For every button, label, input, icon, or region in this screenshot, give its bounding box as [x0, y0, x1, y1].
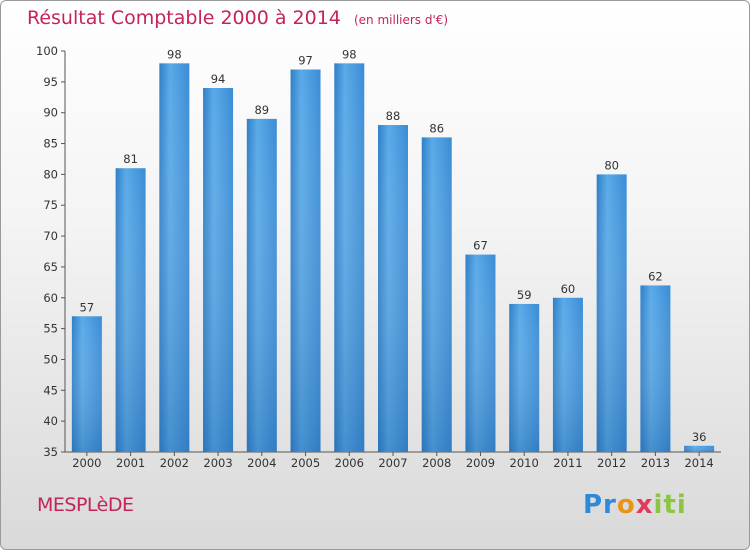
unit-text: (en milliers d'€): [353, 13, 449, 27]
commune-name: MESPLèDE: [37, 494, 134, 516]
value-label-2000: 57: [80, 300, 95, 314]
value-label-2012: 80: [604, 158, 619, 172]
bar-shade-2008: [421, 137, 452, 452]
x-tick-label: 2014: [684, 456, 713, 470]
bar-shade-2005: [290, 69, 321, 452]
y-tick-label: 95: [43, 75, 58, 89]
value-label-2008: 86: [429, 121, 444, 135]
x-tick-label: 2003: [203, 456, 232, 470]
y-tick-label: 40: [43, 414, 58, 428]
value-label-2010: 59: [517, 288, 532, 302]
x-tick-label: 2006: [335, 456, 364, 470]
value-label-2011: 60: [561, 282, 576, 296]
x-tick-label: 2011: [553, 456, 582, 470]
chart-title: Résultat Comptable 2000 à 2014 (en milli…: [27, 7, 448, 29]
bar-shade-2002: [159, 63, 190, 452]
y-tick-label: 55: [43, 322, 58, 336]
bar-shade-2001: [115, 168, 146, 452]
y-tick-label: 35: [43, 445, 58, 459]
bar-shade-2006: [334, 63, 365, 452]
x-tick-label: 2002: [160, 456, 189, 470]
bar-shade-2014: [684, 445, 715, 452]
bar-shade-2012: [596, 174, 627, 452]
y-tick-label: 70: [43, 229, 58, 243]
y-tick-label: 45: [43, 383, 58, 397]
bar-shade-2000: [71, 316, 102, 452]
x-tick-label: 2012: [597, 456, 626, 470]
y-tick-label: 85: [43, 137, 58, 151]
value-label-2007: 88: [386, 109, 401, 123]
x-tick-label: 2005: [291, 456, 320, 470]
x-tick-label: 2008: [422, 456, 451, 470]
value-label-2001: 81: [123, 152, 138, 166]
proxiti-logo: Proxiti: [583, 490, 687, 520]
y-tick-label: 50: [43, 352, 58, 366]
y-tick-label: 100: [36, 44, 58, 58]
bar-shade-2011: [552, 297, 583, 452]
bar-shade-2003: [203, 88, 234, 452]
y-tick-label: 90: [43, 106, 58, 120]
x-tick-label: 2013: [641, 456, 670, 470]
value-label-2005: 97: [298, 54, 313, 68]
x-tick-label: 2007: [378, 456, 407, 470]
bar-shade-2009: [465, 254, 496, 452]
title-text: Résultat Comptable 2000 à 2014: [27, 7, 341, 29]
x-tick-label: 2009: [466, 456, 495, 470]
value-label-2002: 98: [167, 47, 182, 61]
y-tick-label: 65: [43, 260, 58, 274]
value-label-2009: 67: [473, 239, 488, 253]
x-tick-label: 2000: [72, 456, 101, 470]
y-tick-label: 60: [43, 291, 58, 305]
bar-shade-2013: [640, 285, 671, 452]
value-label-2013: 62: [648, 269, 663, 283]
value-label-2004: 89: [254, 103, 269, 117]
x-tick-label: 2001: [116, 456, 145, 470]
value-label-2006: 98: [342, 47, 357, 61]
bar-shade-2004: [246, 118, 277, 452]
y-tick-label: 75: [43, 198, 58, 212]
x-tick-label: 2004: [247, 456, 276, 470]
bar-shade-2010: [509, 303, 540, 452]
value-label-2003: 94: [211, 72, 226, 86]
x-tick-label: 2010: [510, 456, 539, 470]
y-tick-label: 80: [43, 167, 58, 181]
bar-shade-2007: [378, 125, 408, 453]
value-label-2014: 36: [692, 430, 707, 444]
